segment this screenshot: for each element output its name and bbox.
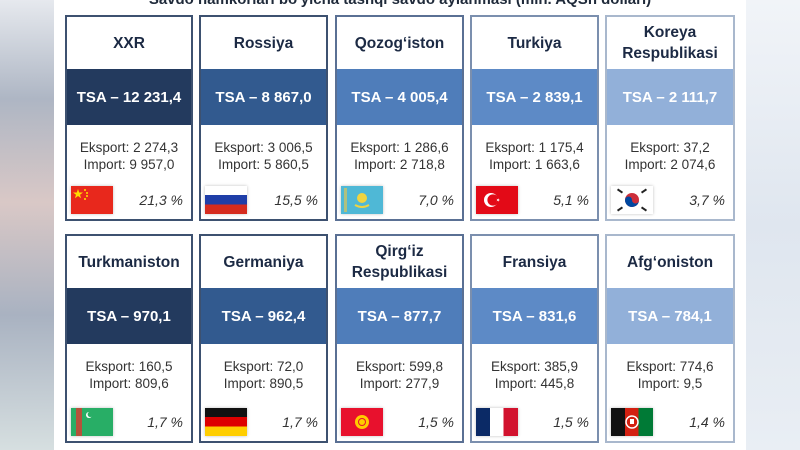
afghanistan-flag-icon (611, 408, 653, 436)
trade-values: Eksport: 37,2 Import: 2 074,6 (607, 125, 733, 173)
tsa-value: TSA – 2 839,1 (472, 69, 597, 125)
country-card-afghanistan: Afg‘oniston TSA – 784,1 Eksport: 774,6 I… (605, 234, 735, 443)
turkmenistan-flag-icon (71, 408, 113, 436)
import-value: Import: 2 074,6 (624, 157, 716, 172)
tsa-value: TSA – 8 867,0 (201, 69, 326, 125)
import-value: Import: 1 663,6 (489, 157, 580, 172)
country-name: Qirg‘iz Respublikasi (351, 243, 448, 281)
country-name: Germaniya (223, 253, 304, 271)
import-value: Import: 2 718,8 (354, 157, 445, 172)
import-value: Import: 9,5 (637, 376, 703, 391)
export-value: Eksport: 1 286,6 (350, 140, 449, 155)
trade-values: Eksport: 72,0 Import: 890,5 (201, 344, 326, 392)
import-value: Import: 445,8 (494, 376, 575, 391)
country-name: Qozog‘iston (354, 34, 445, 52)
country-card-south-korea: Koreya Respublikasi TSA – 2 111,7 Ekspor… (605, 15, 735, 221)
trade-share: 1,4 % (689, 414, 725, 430)
trade-share: 7,0 % (418, 192, 454, 208)
export-value: Eksport: 72,0 (223, 359, 304, 374)
export-value: Eksport: 385,9 (490, 359, 579, 374)
export-value: Eksport: 160,5 (85, 359, 173, 374)
import-value: Import: 890,5 (223, 376, 304, 391)
trade-share: 15,5 % (274, 192, 318, 208)
country-name: Turkmaniston (78, 253, 180, 271)
country-name: Rossiya (233, 34, 294, 52)
trade-values: Eksport: 385,9 Import: 445,8 (472, 344, 597, 392)
country-card-turkmenistan: Turkmaniston TSA – 970,1 Eksport: 160,5 … (65, 234, 193, 443)
russia-flag-icon (205, 186, 247, 214)
country-name: Turkiya (507, 34, 562, 52)
trade-values: Eksport: 1 286,6 Import: 2 718,8 (337, 125, 462, 173)
trade-values: Eksport: 2 274,3 Import: 9 957,0 (67, 125, 191, 173)
export-value: Eksport: 774,6 (626, 359, 714, 374)
kyrgyzstan-flag-icon (341, 408, 383, 436)
export-value: Eksport: 2 274,3 (79, 140, 179, 155)
country-card-kyrgyzstan: Qirg‘iz Respublikasi TSA – 877,7 Eksport… (335, 234, 464, 443)
trade-share: 1,7 % (282, 414, 318, 430)
trade-values: Eksport: 774,6 Import: 9,5 (607, 344, 733, 392)
export-value: Eksport: 3 006,5 (214, 140, 313, 155)
country-card-russia: Rossiya TSA – 8 867,0 Eksport: 3 006,5 I… (199, 15, 328, 221)
china-flag-icon (71, 186, 113, 214)
country-name: Koreya Respublikasi (622, 24, 718, 62)
country-card-france: Fransiya TSA – 831,6 Eksport: 385,9 Impo… (470, 234, 599, 443)
country-name: XXR (113, 34, 145, 52)
country-name: Afg‘oniston (626, 253, 714, 271)
country-name: Fransiya (502, 253, 567, 271)
tsa-value: TSA – 962,4 (201, 288, 326, 344)
export-value: Eksport: 37,2 (630, 140, 710, 155)
tsa-value: TSA – 2 111,7 (607, 69, 733, 125)
trade-values: Eksport: 3 006,5 Import: 5 860,5 (201, 125, 326, 173)
trade-values: Eksport: 1 175,4 Import: 1 663,6 (472, 125, 597, 173)
france-flag-icon (476, 408, 518, 436)
import-value: Import: 9 957,0 (83, 157, 175, 172)
country-card-turkey: Turkiya TSA – 2 839,1 Eksport: 1 175,4 I… (470, 15, 599, 221)
turkey-flag-icon (476, 186, 518, 214)
background-left (0, 0, 54, 450)
tsa-value: TSA – 4 005,4 (337, 69, 462, 125)
south-korea-flag-icon (611, 186, 653, 214)
trade-share: 21,3 % (139, 192, 183, 208)
export-value: Eksport: 599,8 (355, 359, 444, 374)
trade-values: Eksport: 599,8 Import: 277,9 (337, 344, 462, 392)
tsa-value: TSA – 784,1 (607, 288, 733, 344)
slide: Savdo hamkorlari bo'yicha tashqi savdo a… (54, 0, 746, 450)
trade-share: 1,5 % (553, 414, 589, 430)
trade-share: 1,5 % (418, 414, 454, 430)
import-value: Import: 809,6 (89, 376, 169, 391)
tsa-value: TSA – 12 231,4 (67, 69, 191, 125)
trade-values: Eksport: 160,5 Import: 809,6 (67, 344, 191, 392)
export-value: Eksport: 1 175,4 (485, 140, 584, 155)
slide-title: Savdo hamkorlari bo'yicha tashqi savdo a… (54, 0, 746, 8)
import-value: Import: 277,9 (359, 376, 440, 391)
kazakhstan-flag-icon (341, 186, 383, 214)
background-right (746, 0, 800, 450)
tsa-value: TSA – 970,1 (67, 288, 191, 344)
trade-share: 1,7 % (147, 414, 183, 430)
trade-share: 5,1 % (553, 192, 589, 208)
import-value: Import: 5 860,5 (218, 157, 309, 172)
country-card-china: XXR TSA – 12 231,4 Eksport: 2 274,3 Impo… (65, 15, 193, 221)
tsa-value: TSA – 877,7 (337, 288, 462, 344)
country-card-kazakhstan: Qozog‘iston TSA – 4 005,4 Eksport: 1 286… (335, 15, 464, 221)
country-card-germany: Germaniya TSA – 962,4 Eksport: 72,0 Impo… (199, 234, 328, 443)
tsa-value: TSA – 831,6 (472, 288, 597, 344)
germany-flag-icon (205, 408, 247, 436)
trade-share: 3,7 % (689, 192, 725, 208)
